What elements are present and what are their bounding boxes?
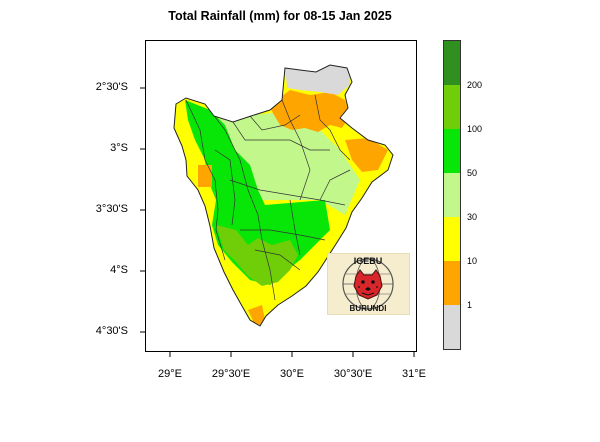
legend-label-10: 10 xyxy=(467,256,478,266)
rain-zone-orange-e xyxy=(345,138,388,172)
legend-bin-0 xyxy=(444,41,460,85)
province-boundaries xyxy=(185,94,351,301)
x-label-31e: 31°E xyxy=(402,368,426,380)
logo-text-bottom: BURUNDI xyxy=(350,304,387,313)
legend-bin-4 xyxy=(444,217,460,261)
legend-bin-2 xyxy=(444,129,460,173)
rain-zone-orange-s xyxy=(248,305,266,325)
legend-label-100: 100 xyxy=(467,124,483,134)
legend-label-50: 50 xyxy=(467,168,478,178)
legend-colorbar xyxy=(443,40,461,350)
y-label-4s: 4°S xyxy=(110,264,128,276)
logo-text-top: IGEBU xyxy=(354,256,383,266)
y-label-3s: 3°S xyxy=(110,142,128,154)
rain-zone-orange-w xyxy=(198,165,212,187)
rain-zone-darkgreen xyxy=(216,225,298,286)
legend-bin-3 xyxy=(444,173,460,217)
y-label-2-30s: 2°30'S xyxy=(95,81,128,93)
x-label-29e: 29°E xyxy=(158,368,182,380)
legend-bin-1 xyxy=(444,85,460,129)
axis-ticks xyxy=(140,87,415,357)
igebu-logo: IGEBU BURUNDI xyxy=(327,253,410,315)
rain-zone-grey xyxy=(285,65,350,95)
legend-label-200: 200 xyxy=(467,80,483,90)
y-label-3-30s: 3°30'S xyxy=(95,203,128,215)
x-label-30e: 30°E xyxy=(280,368,304,380)
chart-title: Total Rainfall (mm) for 08-15 Jan 2025 xyxy=(168,9,392,23)
legend-label-30: 30 xyxy=(467,212,478,222)
x-label-30-30e: 30°30'E xyxy=(333,368,373,380)
country-outline xyxy=(173,64,394,327)
legend-bin-5 xyxy=(444,261,460,305)
y-label-4-30s: 4°30'S xyxy=(95,325,128,337)
igebu-logo-graphic: IGEBU BURUNDI xyxy=(342,256,394,313)
legend-label-1: 1 xyxy=(467,300,473,310)
x-label-29-30e: 29°30'E xyxy=(211,368,251,380)
legend-bin-6 xyxy=(444,305,460,349)
